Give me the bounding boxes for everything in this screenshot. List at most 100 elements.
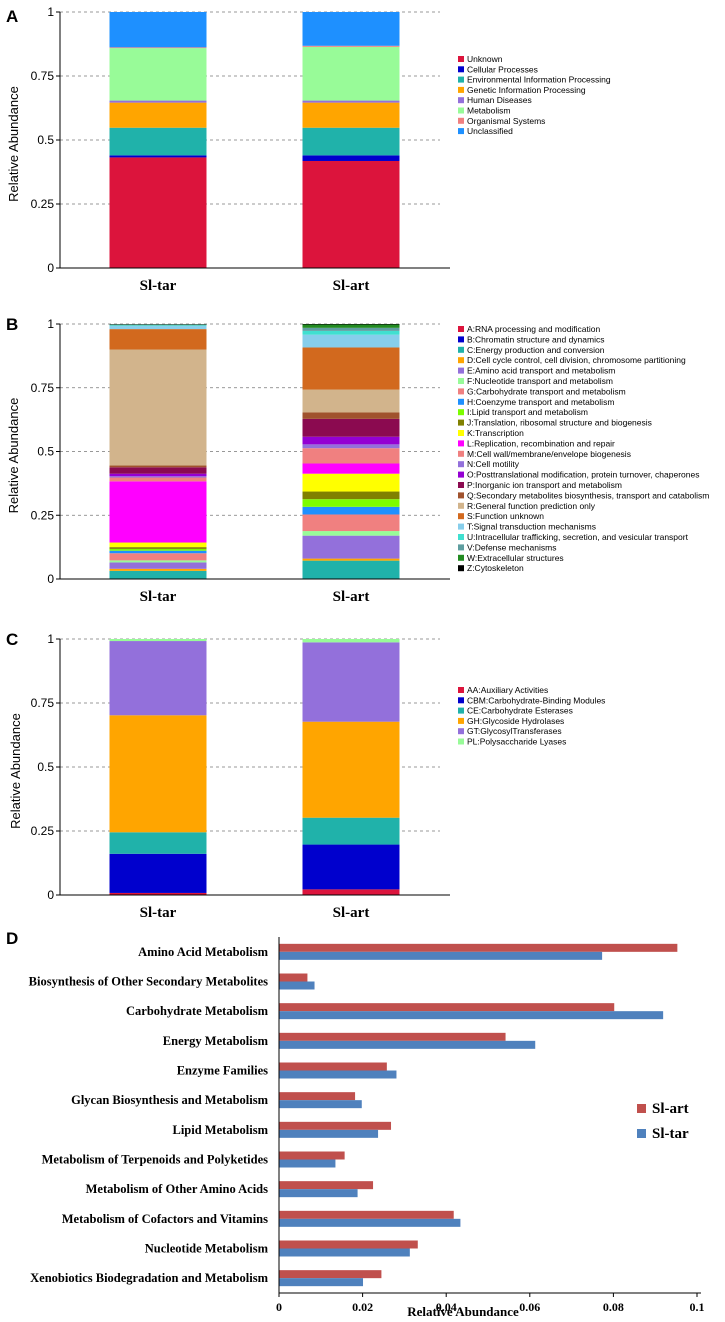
x-tick-label: 0.02: [352, 1300, 373, 1314]
legend-entry: Unknown: [467, 54, 503, 64]
legend-entry: D:Cell cycle control, cell division, chr…: [467, 355, 686, 365]
legend-entry: Environmental Information Processing: [467, 75, 611, 85]
legend-swatch: [458, 367, 464, 374]
bar-segment: [302, 347, 400, 390]
legend-entry: I:Lipid transport and metabolism: [467, 407, 588, 417]
legend-swatch: [458, 707, 464, 714]
y-category-label: Lipid Metabolism: [173, 1123, 269, 1137]
bar: [279, 1240, 418, 1249]
legend-swatch: [458, 461, 464, 468]
bar-segment: [109, 570, 207, 579]
bar-segment: [302, 334, 400, 348]
y-tick-label: 0.5: [37, 445, 54, 459]
bar-segment: [302, 889, 400, 895]
bar-segment: [109, 542, 207, 548]
bar-segment: [302, 473, 400, 492]
y-tick-label: 0.25: [31, 508, 55, 522]
legend-entry: W:Extracellular structures: [467, 553, 564, 563]
legend-entry: M:Cell wall/membrane/envelope biogenesis: [467, 449, 631, 459]
bar-segment: [302, 102, 400, 128]
bar-segment: [109, 481, 207, 543]
legend-swatch: [458, 738, 464, 745]
y-category-label: Glycan Biosynthesis and Metabolism: [71, 1093, 268, 1107]
bar-segment: [109, 562, 207, 569]
panel-label-A: A: [6, 7, 18, 26]
legend-entry: C:Energy production and conversion: [467, 345, 605, 355]
legend-entry: B:Chromatin structure and dynamics: [467, 334, 604, 344]
bar-segment: [109, 715, 207, 833]
legend-entry: N:Cell motility: [467, 459, 520, 469]
legend-swatch: [458, 450, 464, 457]
y-tick-label: 0.75: [31, 381, 55, 395]
bar-segment: [302, 46, 400, 101]
legend-entry: Organismal Systems: [467, 116, 545, 126]
bar-segment: [109, 465, 207, 468]
bar-segment: [109, 547, 207, 549]
bar: [279, 1011, 664, 1020]
bar-segment: [302, 45, 400, 47]
bar-segment: [109, 832, 207, 854]
y-tick-label: 0.25: [31, 197, 55, 211]
legend-swatch: [458, 554, 464, 561]
bar-segment: [302, 514, 400, 532]
legend-swatch: [458, 502, 464, 509]
y-category-label: Metabolism of Terpenoids and Polyketides: [42, 1153, 269, 1167]
bar-segment: [302, 389, 400, 413]
bar-segment: [302, 127, 400, 156]
bar-segment: [109, 155, 207, 158]
legend-entry: GT:GlycosylTransferases: [467, 726, 562, 736]
legend-swatch: [458, 398, 464, 405]
bar-segment: [109, 48, 207, 101]
legend-swatch: [458, 471, 464, 478]
legend-swatch: [458, 336, 464, 343]
legend-entry: Metabolism: [467, 106, 510, 116]
bar-segment: [302, 535, 400, 559]
bar-segment: [109, 639, 207, 642]
bar-segment: [109, 550, 207, 554]
legend-entry: Sl-tar: [652, 1126, 689, 1142]
legend-entry: G:Carbohydrate transport and metabolism: [467, 386, 626, 396]
legend-entry: Q:Secondary metabolites biosynthesis, tr…: [467, 490, 709, 500]
bar: [279, 981, 315, 990]
legend-swatch: [458, 565, 464, 572]
bar: [279, 943, 678, 952]
bar-segment: [302, 436, 400, 445]
bar-segment: [302, 506, 400, 515]
panel-label-D: D: [6, 929, 18, 948]
bar-segment: [109, 892, 207, 895]
bar-segment: [109, 853, 207, 893]
legend-swatch: [458, 66, 464, 73]
legend-entry: AA:Auxiliary Activities: [467, 685, 548, 695]
bar: [279, 1248, 410, 1257]
legend-swatch: [637, 1104, 646, 1113]
bar-segment: [109, 157, 207, 268]
bar-segment: [302, 100, 400, 103]
y-tick-label: 0: [47, 261, 54, 275]
y-tick-label: 1: [47, 317, 54, 331]
y-tick-label: 1: [47, 5, 54, 19]
bar: [279, 1032, 506, 1041]
legend-swatch: [458, 697, 464, 704]
bar-segment: [109, 349, 207, 466]
legend-swatch: [458, 326, 464, 332]
bar-segment: [109, 326, 207, 330]
bar: [279, 1100, 362, 1109]
y-category-label: Nucleotide Metabolism: [145, 1242, 269, 1256]
bar: [279, 1159, 336, 1168]
x-category-label: Sl-tar: [140, 278, 177, 294]
y-tick-label: 0.5: [37, 760, 54, 774]
legend-swatch: [458, 86, 464, 93]
y-axis-label: Relative Abundance: [8, 713, 23, 829]
bar-segment: [302, 491, 400, 500]
legend-entry: L:Replication, recombination and repair: [467, 438, 615, 448]
legend-swatch: [458, 492, 464, 499]
legend-entry: H:Coenzyme transport and metabolism: [467, 397, 614, 407]
bar: [279, 1181, 374, 1190]
x-category-label: Sl-tar: [140, 589, 177, 605]
bar-segment: [302, 160, 400, 268]
x-tick-label: 0.06: [519, 1300, 540, 1314]
bar-segment: [109, 476, 207, 478]
legend-swatch: [458, 97, 464, 104]
bar-segment: [109, 329, 207, 350]
legend-swatch: [458, 56, 464, 62]
